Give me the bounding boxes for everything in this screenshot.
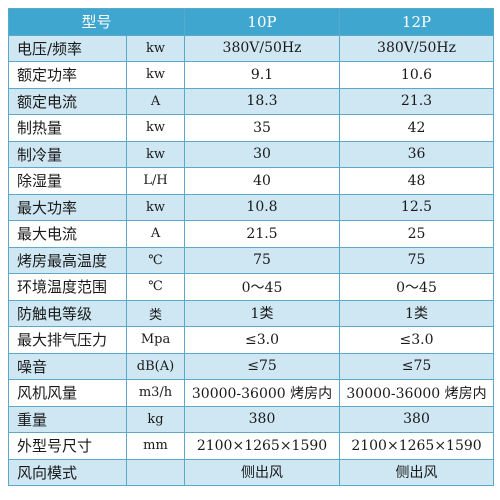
row-name-cell: 最大电流 [8,220,127,248]
row-unit-cell: ℃ [125,273,186,301]
table-row: 防触电等级类 1类 1类 [8,299,495,327]
header-12p: 12P [339,8,495,36]
header-10p: 10P [184,8,341,36]
table-row: 烤房最高温度 ℃ 75 75 [8,246,495,274]
row-name-cell: 最大功率 [8,193,127,221]
row-name-cell: 额定电流 [8,87,127,115]
row-12p-cell: ≤75 [339,352,495,380]
spec-table: 型号 10P 12P 电压/频率 kw 380V/50Hz 380V/50Hz 额定功率… [7,8,495,486]
row-10p-cell: 9.1 [184,61,341,89]
row-10p-cell: 18.3 [184,87,341,115]
row-10p-cell: 380V/50Hz [184,34,341,62]
row-unit-cell: kw [125,114,186,142]
table-row: 风机风量 m3/h 30000-36000 烤房内 30000-36000 烤房内 [8,379,495,407]
row-unit-cell: kg [125,405,186,433]
row-unit-cell: 类 [125,299,186,327]
table-row: 额定功率 kw 9.1 10.6 [8,61,495,89]
row-12p-cell: 12.5 [339,193,495,221]
row-10p-cell: 21.5 [184,220,341,248]
row-unit-cell: Mpa [125,326,186,354]
table-row: 最大电流 A 21.5 25 [8,220,495,248]
row-10p-cell: 40 [184,167,341,195]
row-unit-cell: kw [125,193,186,221]
table-row: 环境温度范围 ℃ 0～45 0～45 [8,273,495,301]
row-12p-cell: 侧出风 [339,458,495,486]
row-12p-cell: 380V/50Hz [339,34,495,62]
row-10p-cell: ≤75 [184,352,341,380]
header-model: 型号 [7,8,186,36]
table-row: 风向模式 侧出风 侧出风 [8,458,495,486]
row-unit-cell: kw [125,34,186,62]
row-12p-cell: 75 [339,246,495,274]
table-row: 最大功率 kw 10.8 12.5 [8,193,495,221]
row-name-cell: 额定功率 [8,61,127,89]
row-10p-cell: 侧出风 [184,458,341,486]
table-row: 最大排气压力 Mpa ≤3.0 ≤3.0 [8,326,495,354]
row-12p-cell: 10.6 [339,61,495,89]
row-name-cell: 外型号尺寸 [8,432,127,460]
row-12p-cell: 0～45 [339,273,495,301]
row-12p-cell: 2100×1265×1590 [339,432,495,460]
row-12p-cell: 25 [339,220,495,248]
row-name-cell: 风机风量 [8,379,127,407]
row-10p-cell: 1类 [184,299,341,327]
row-12p-cell: 21.3 [339,87,495,115]
row-name-cell: 噪音 [8,352,127,380]
row-unit-cell: ℃ [125,246,186,274]
table-row: 额定电流 A 18.3 21.3 [8,87,495,115]
row-unit-cell: kw [125,61,186,89]
row-name-cell: 环境温度范围 [8,273,127,301]
row-name-cell: 最大排气压力 [8,326,127,354]
table-row: 电压/频率 kw 380V/50Hz 380V/50Hz [8,34,495,62]
row-12p-cell: 30000-36000 烤房内 [339,379,495,407]
header-row: 型号 10P 12P [7,8,495,36]
row-name-cell: 除湿量 [8,167,127,195]
row-10p-cell: 10.8 [184,193,341,221]
row-unit-cell: A [125,220,186,248]
row-name-cell: 制冷量 [8,140,127,168]
table-row: 外型号尺寸 mm 2100×1265×1590 2100×1265×1590 [8,432,495,460]
row-name-cell: 电压/频率 [8,34,127,62]
row-unit-cell: A [125,87,186,115]
row-12p-cell: ≤3.0 [339,326,495,354]
row-unit-cell: m3/h [125,379,186,407]
spec-body: 电压/频率 kw 380V/50Hz 380V/50Hz 额定功率 kw 9.1 10.6 额定… [8,34,495,486]
row-unit-cell [125,458,186,486]
row-12p-cell: 1类 [339,299,495,327]
row-name-cell: 制热量 [8,114,127,142]
table-row: 除湿量 L/H 40 48 [8,167,495,195]
row-12p-cell: 36 [339,140,495,168]
row-10p-cell: 0～45 [184,273,341,301]
row-name-cell: 防触电等级 [8,299,127,327]
row-unit-cell: dB(A) [125,352,186,380]
table-row: 重量 kg 380 380 [8,405,495,433]
row-10p-cell: 30000-36000 烤房内 [184,379,341,407]
table-row: 制冷量 kw 30 36 [8,140,495,168]
row-unit-cell: kw [125,140,186,168]
row-unit-cell: L/H [125,167,186,195]
row-12p-cell: 380 [339,405,495,433]
table-row: 噪音 dB(A) ≤75 ≤75 [8,352,495,380]
row-10p-cell: 380 [184,405,341,433]
row-name-cell: 风向模式 [8,458,127,486]
row-12p-cell: 48 [339,167,495,195]
row-unit-cell: mm [125,432,186,460]
row-10p-cell: ≤3.0 [184,326,341,354]
row-10p-cell: 75 [184,246,341,274]
row-10p-cell: 30 [184,140,341,168]
row-12p-cell: 42 [339,114,495,142]
row-10p-cell: 2100×1265×1590 [184,432,341,460]
table-row: 制热量 kw 35 42 [8,114,495,142]
row-name-cell: 烤房最高温度 [8,246,127,274]
row-name-cell: 重量 [8,405,127,433]
row-10p-cell: 35 [184,114,341,142]
